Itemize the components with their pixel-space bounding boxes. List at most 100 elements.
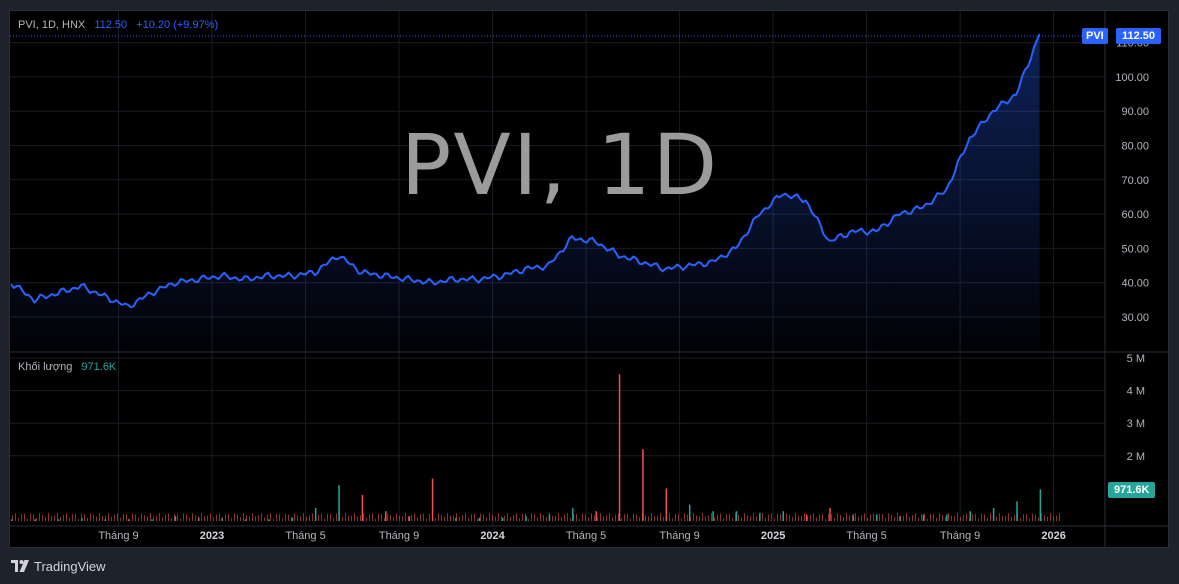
volume-bar-minor — [819, 514, 820, 521]
volume-bar-minor — [759, 515, 760, 521]
volume-bar-minor — [177, 513, 178, 521]
volume-bar-minor — [1035, 514, 1036, 521]
volume-bar-minor — [933, 514, 934, 521]
volume-bar-minor — [1044, 515, 1045, 521]
price-tick-label: 60.00 — [1121, 209, 1149, 221]
volume-bar-minor — [90, 513, 91, 521]
volume-bar-minor — [48, 513, 49, 521]
volume-label[interactable]: Khối lượng — [18, 361, 73, 373]
volume-bar-minor — [138, 517, 139, 521]
volume-bar-minor — [942, 514, 943, 521]
price-tick-label: 40.00 — [1121, 278, 1149, 290]
volume-bar-minor — [204, 516, 205, 521]
volume-bar-minor — [294, 513, 295, 521]
volume-bar-minor — [1008, 513, 1009, 521]
volume-bar-minor — [930, 513, 931, 521]
volume-bar-minor — [186, 514, 187, 521]
volume-bar-minor — [534, 514, 535, 521]
volume-bar-minor — [36, 517, 37, 521]
volume-bar-minor — [69, 518, 70, 521]
volume-bar-minor — [837, 513, 838, 521]
volume-bar-minor — [972, 514, 973, 521]
time-tick-label: 2026 — [1041, 530, 1065, 542]
volume-bar — [525, 516, 527, 521]
volume-bar-minor — [873, 513, 874, 521]
volume-bar-minor — [201, 513, 202, 521]
time-tick-label: Tháng 5 — [285, 530, 325, 542]
volume-bar-minor — [312, 513, 313, 521]
volume-bar-minor — [474, 513, 475, 521]
volume-bar-minor — [210, 513, 211, 521]
volume-bar-minor — [12, 514, 13, 521]
volume-bar-minor — [573, 514, 574, 521]
volume-bar — [829, 507, 831, 521]
volume-bar-minor — [1017, 513, 1018, 521]
volume-bar-minor — [816, 517, 817, 521]
volume-bar-minor — [630, 518, 631, 521]
chart-frame[interactable]: 30.00 40.00 50.00 60.00 70.00 80.00 90.00 100.0… — [9, 10, 1169, 548]
volume-bar-minor — [993, 515, 994, 521]
volume-bar-minor — [828, 513, 829, 521]
volume-bar-minor — [660, 513, 661, 521]
volume-bar-minor — [780, 514, 781, 521]
volume-bar-minor — [330, 514, 331, 521]
volume-bar-minor — [783, 518, 784, 521]
volume-bar-minor — [1059, 513, 1060, 521]
volume-bar-minor — [903, 515, 904, 521]
volume-bar-minor — [621, 518, 622, 521]
tradingview-branding[interactable]: TradingView — [11, 557, 106, 575]
volume-bar-minor — [114, 514, 115, 521]
volume-bar-minor — [909, 516, 910, 521]
volume-bar-minor — [732, 518, 733, 521]
volume-bar-minor — [441, 514, 442, 521]
volume-bar-minor — [438, 513, 439, 521]
volume-bar-minor — [468, 517, 469, 521]
volume-bar-minor — [723, 518, 724, 521]
volume-bar-minor — [600, 513, 601, 521]
volume-bar-minor — [255, 516, 256, 521]
price-tick-label: 70.00 — [1121, 175, 1149, 187]
symbol-info[interactable]: PVI, 1D, HNX — [18, 19, 86, 31]
volume-bar-minor — [528, 518, 529, 521]
volume-bar-minor — [762, 513, 763, 521]
volume-bar-minor — [546, 516, 547, 521]
volume-bar-minor — [798, 515, 799, 521]
price-tick-label: 30.00 — [1121, 312, 1149, 324]
volume-bar-minor — [504, 515, 505, 521]
volume-bar — [385, 511, 387, 521]
volume-bar-minor — [24, 513, 25, 521]
time-tick-label: Tháng 9 — [379, 530, 419, 542]
volume-bar — [1016, 501, 1018, 521]
volume-bar-minor — [384, 518, 385, 521]
volume-bar-minor — [894, 516, 895, 521]
volume-bar — [268, 519, 270, 521]
volume-bar-minor — [21, 514, 22, 521]
volume-bar-minor — [555, 515, 556, 521]
volume-bar-minor — [249, 516, 250, 521]
price-area-fill — [11, 34, 1040, 351]
volume-bar — [642, 449, 644, 521]
volume-bar-minor — [936, 517, 937, 521]
volume-bar-minor — [480, 513, 481, 521]
volume-bar-minor — [669, 513, 670, 521]
price-badge: 112.50 — [1116, 28, 1162, 44]
volume-bar-minor — [981, 513, 982, 521]
volume-bar — [688, 504, 691, 521]
volume-bar-minor — [237, 514, 238, 521]
volume-bar-minor — [852, 516, 853, 521]
volume-bar-minor — [705, 516, 706, 521]
volume-bar-minor — [84, 514, 85, 521]
volume-bar-minor — [708, 515, 709, 521]
volume-bar-minor — [426, 518, 427, 521]
volume-bar-minor — [885, 518, 886, 521]
volume-bar-minor — [753, 513, 754, 521]
volume-bar-minor — [144, 515, 145, 521]
volume-bar-minor — [876, 518, 877, 521]
volume-bar-minor — [792, 517, 793, 521]
volume-bar-minor — [360, 515, 361, 521]
chart-canvas[interactable]: 30.00 40.00 50.00 60.00 70.00 80.00 90.00 100.0… — [10, 11, 1169, 548]
volume-bar-minor — [405, 513, 406, 521]
volume-bar-minor — [102, 516, 103, 521]
time-tick-label: Tháng 5 — [566, 530, 606, 542]
volume-bar-minor — [738, 514, 739, 521]
